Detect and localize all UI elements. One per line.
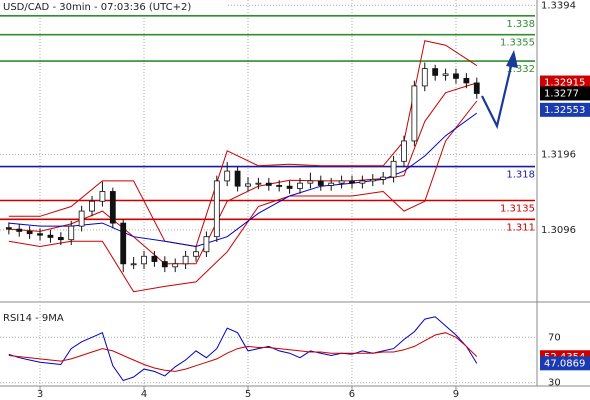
candle-body	[328, 182, 335, 186]
candle-body	[151, 255, 158, 262]
candle-body	[286, 185, 293, 189]
candle-body	[203, 236, 210, 253]
chart-title: USD/CAD - 30min - 07:03:36 (UTC+2)	[3, 2, 191, 13]
level-label: 1.338	[506, 19, 535, 30]
level-label: 1.318	[506, 170, 535, 181]
x-tick-label: 5	[245, 389, 251, 400]
title-bg	[0, 0, 228, 14]
value-marker	[540, 356, 590, 371]
candle-body	[120, 222, 127, 265]
candle-body	[130, 263, 137, 266]
level-label: 1.311	[506, 222, 535, 233]
candle-body	[16, 228, 23, 232]
candle-body	[193, 251, 199, 257]
candle-body	[78, 210, 85, 227]
rsi-title: RSI14 - 9MA	[3, 313, 64, 324]
x-tick-label: 4	[141, 389, 147, 400]
overlay-line	[8, 40, 478, 248]
candle-body	[432, 68, 439, 76]
overlay-line	[8, 112, 478, 248]
candle-body	[68, 225, 75, 241]
candle-body	[89, 200, 95, 212]
candle-body	[255, 182, 262, 185]
price-marker-label: 1.32915	[544, 78, 585, 89]
candle-body	[317, 180, 324, 186]
rsi-line	[8, 332, 478, 372]
candle-body	[401, 140, 407, 162]
price-marker-label: 1.3277	[544, 88, 579, 99]
candle-body	[453, 73, 459, 79]
candle-body	[390, 160, 397, 178]
candle-body	[161, 261, 168, 268]
y-tick-label: 1.3196	[541, 150, 576, 161]
candle-body	[421, 68, 428, 87]
rsi-line	[8, 316, 478, 382]
candle-body	[473, 82, 480, 94]
price-marker	[540, 102, 590, 117]
candle-body	[276, 185, 283, 187]
candle-body	[442, 73, 449, 76]
candle-body	[172, 263, 179, 268]
candle-body	[182, 255, 189, 265]
candle-body	[26, 231, 33, 235]
value-marker-label: 47.0869	[544, 358, 585, 369]
x-tick-label: 9	[453, 389, 459, 400]
y-tick-label: 30	[548, 378, 561, 389]
candle-body	[213, 180, 220, 238]
candle-body	[245, 183, 251, 187]
candle-body	[5, 227, 12, 230]
candle-body	[463, 77, 470, 84]
candle-body	[338, 180, 345, 184]
y-tick-label: 1.3096	[541, 225, 576, 236]
price-marker	[540, 86, 590, 101]
candle-body	[369, 178, 376, 182]
candle-body	[99, 191, 106, 202]
candle-body	[297, 182, 303, 189]
candle-body	[380, 176, 387, 180]
x-tick-label: 3	[37, 389, 43, 400]
candle-body	[141, 255, 147, 265]
candle-body	[234, 170, 241, 187]
level-label: 1.3135	[500, 204, 535, 215]
candle-body	[47, 234, 54, 238]
level-label: 1.3355	[500, 38, 535, 49]
x-tick-label: 6	[349, 389, 355, 400]
y-tick-label: 70	[548, 332, 561, 343]
candle-body	[37, 233, 43, 236]
projection-arrow	[481, 61, 514, 130]
projection-arrow-head	[506, 50, 518, 68]
y-tick-label: 1.3394	[541, 0, 576, 11]
overlay-line	[8, 100, 478, 293]
candle-body	[109, 191, 116, 224]
candle-body	[307, 180, 314, 184]
candle-body	[349, 180, 355, 184]
candle-body	[57, 237, 64, 241]
candle-body	[265, 182, 272, 186]
candle-body	[359, 180, 366, 184]
candle-body	[224, 170, 231, 182]
price-marker	[540, 75, 590, 90]
level-label: 1.332	[506, 64, 535, 75]
candle-body	[411, 85, 418, 142]
price-marker-label: 1.32553	[544, 105, 585, 116]
